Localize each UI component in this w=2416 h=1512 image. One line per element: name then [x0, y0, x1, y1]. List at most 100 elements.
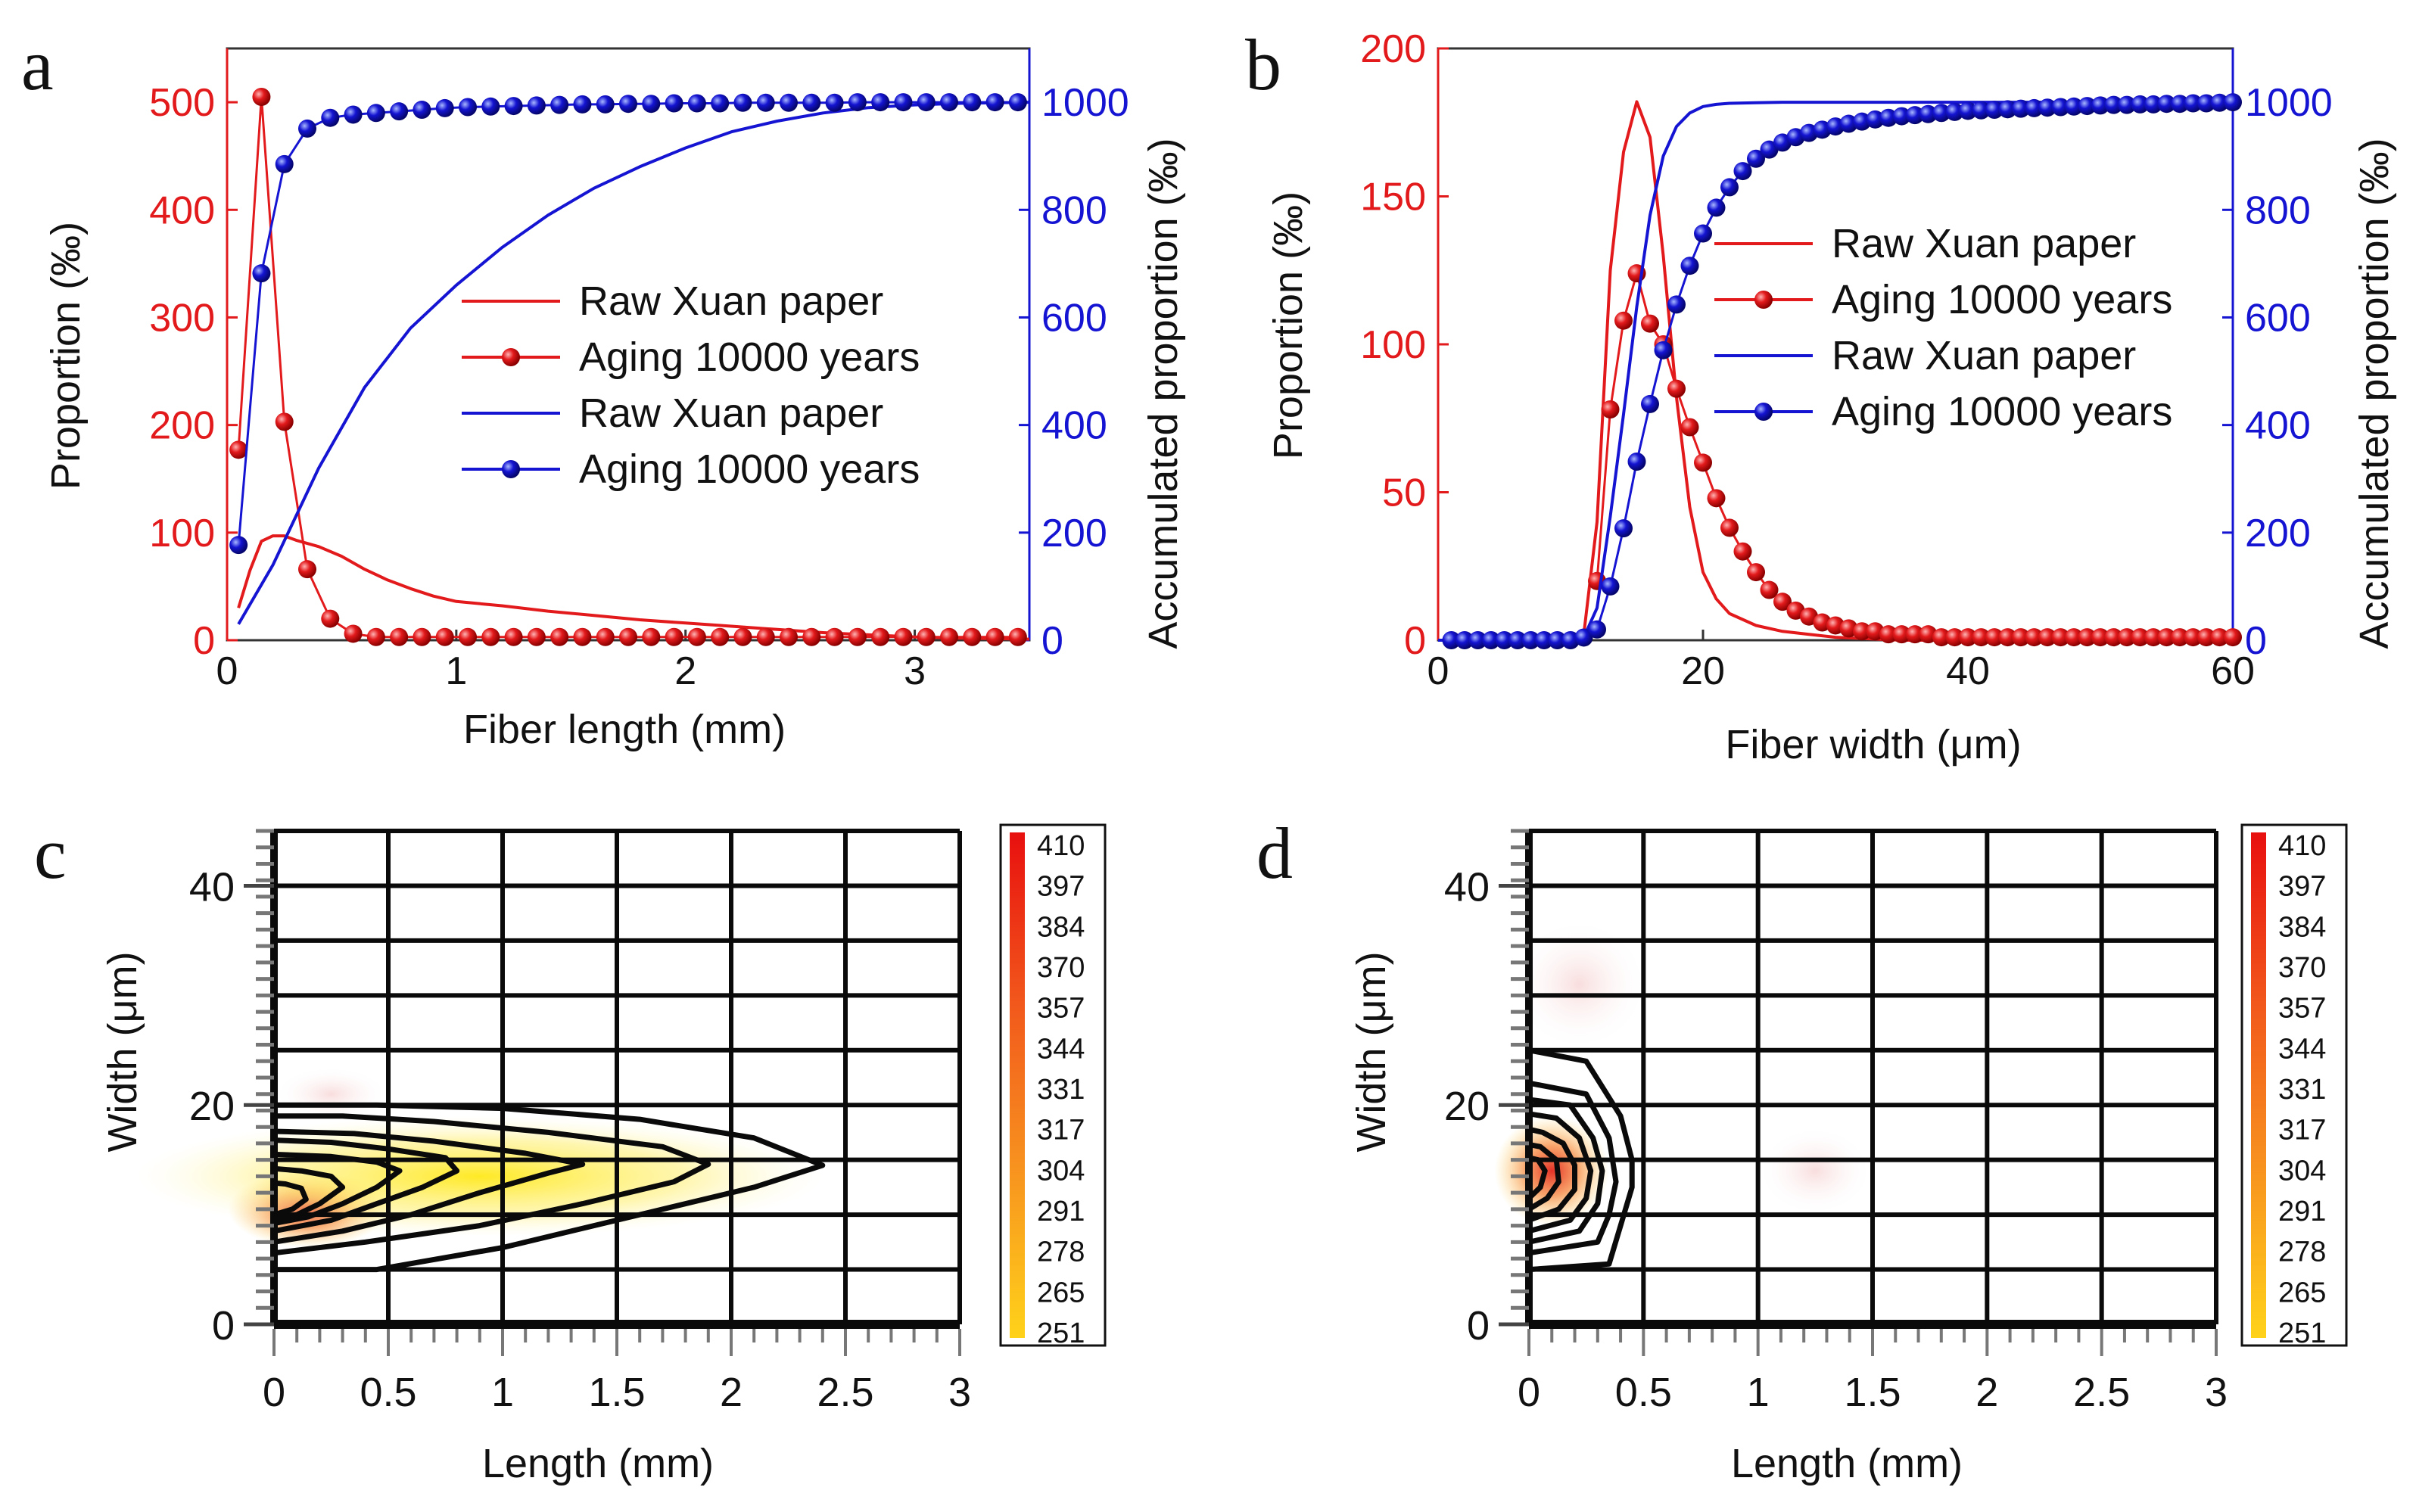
x-tick-label: 1.5 [588, 1370, 645, 1415]
data-point [2065, 628, 2083, 647]
x-tick-label: 2 [720, 1370, 743, 1415]
data-point [2104, 95, 2123, 114]
chart-c-y-axis-label: Width (μm) [100, 951, 145, 1152]
chart-a-plot-area: 0 1 2 3 0 100 200 300 400 500 0 200 400 600 800 1000 Raw… [149, 47, 1129, 693]
data-point [2025, 628, 2044, 647]
chart-d-x-axis-label: Length (mm) [1731, 1441, 1963, 1486]
data-point [298, 119, 316, 138]
colorbar-label: 344 [1037, 1033, 1085, 1065]
x-tick-label: 2.5 [817, 1370, 873, 1415]
contour-line [273, 1128, 586, 1245]
contour-line [1528, 1111, 1594, 1234]
legend-marker [1754, 291, 1773, 309]
data-point [1521, 631, 1540, 649]
y2-tick-label: 600 [2245, 296, 2311, 340]
legend-marker [502, 460, 520, 478]
legend-marker [1754, 403, 1773, 421]
data-point [2157, 628, 2176, 647]
data-point [894, 93, 913, 112]
y-tick-label: 0 [1404, 619, 1426, 663]
data-point [711, 627, 730, 646]
data-point [1601, 577, 1620, 596]
data-point [825, 93, 844, 112]
colorbar-label: 317 [1037, 1115, 1085, 1146]
data-point [1866, 110, 1885, 129]
data-point [2144, 628, 2162, 647]
chart-b-plot-area: 0 20 40 6005010015020002004006008001000Raw … [1360, 27, 2332, 693]
data-point [527, 96, 546, 115]
data-point [963, 627, 982, 646]
data-point [1892, 625, 1911, 644]
x-tick-label: 2.5 [2073, 1370, 2130, 1415]
data-point [1008, 627, 1027, 646]
data-point [2184, 628, 2203, 647]
data-point [550, 95, 569, 114]
data-point [1482, 631, 1500, 649]
data-point [2184, 94, 2203, 113]
data-point [1508, 631, 1527, 649]
data-point [1906, 625, 1924, 644]
data-point [252, 87, 271, 106]
data-point [1654, 341, 1673, 359]
y-tick-label: 400 [149, 188, 215, 232]
data-point [459, 98, 477, 117]
colorbar-label: 397 [2278, 871, 2326, 903]
data-point [780, 627, 798, 646]
data-point [848, 93, 867, 112]
data-point [2051, 628, 2070, 647]
colorbar-label: 331 [2278, 1074, 2326, 1106]
data-point [894, 627, 913, 646]
data-point [2224, 93, 2242, 112]
colorbar-gradient [1010, 832, 1025, 1338]
data-point [1985, 628, 2003, 647]
data-point [1694, 224, 1712, 243]
data-point [1747, 149, 1765, 168]
data-point [1733, 162, 1752, 181]
colorbar-label: 331 [1037, 1074, 1085, 1106]
data-point [573, 627, 592, 646]
data-point [985, 627, 1004, 646]
y-tick-label: 0 [193, 619, 215, 663]
chart-a-y-axis-label: Proportion (‰) [43, 222, 89, 490]
y2-tick-label: 200 [2245, 512, 2311, 555]
y-tick-label: 40 [189, 864, 235, 910]
series-line-2 [1438, 101, 2233, 642]
data-point [1495, 631, 1514, 649]
data-point [298, 560, 316, 579]
colorbar-gradient [2251, 832, 2266, 1338]
data-point [2171, 95, 2189, 114]
data-point [1627, 452, 1646, 471]
contour-line [273, 1180, 309, 1218]
contour-line [273, 1113, 711, 1256]
chart-d-y-axis-label: Width (μm) [1349, 951, 1394, 1152]
colorbar-label: 265 [1037, 1277, 1085, 1308]
x-tick-label: 2 [1975, 1370, 1998, 1415]
x-tick-label: 0 [1427, 649, 1449, 693]
panel-letter-b: b [1245, 24, 1281, 105]
data-point [2025, 98, 2044, 117]
data-point [252, 264, 271, 283]
heatmap-hotspot [274, 1066, 388, 1122]
data-point [229, 536, 248, 555]
data-point [1760, 580, 1779, 599]
y2-tick-label: 200 [1041, 512, 1107, 555]
data-point [2118, 95, 2136, 114]
data-point [642, 627, 661, 646]
colorbar-label: 317 [2278, 1115, 2326, 1146]
data-point [1972, 101, 1991, 120]
data-point [1008, 93, 1027, 112]
series-connector-1 [1596, 269, 2233, 639]
data-point [756, 627, 775, 646]
colorbar-label: 384 [1037, 911, 1085, 943]
data-point [1945, 628, 1964, 647]
chart-b-y-axis-label: Proportion (‰) [1266, 191, 1311, 459]
data-point [1959, 628, 1977, 647]
x-tick-label: 3 [2205, 1370, 2228, 1415]
data-point [481, 97, 500, 116]
panel-letter-a: a [21, 24, 54, 105]
data-point [1468, 631, 1487, 649]
data-point [2224, 628, 2242, 647]
contour-line [273, 1165, 346, 1222]
y2-tick-label: 400 [2245, 404, 2311, 448]
